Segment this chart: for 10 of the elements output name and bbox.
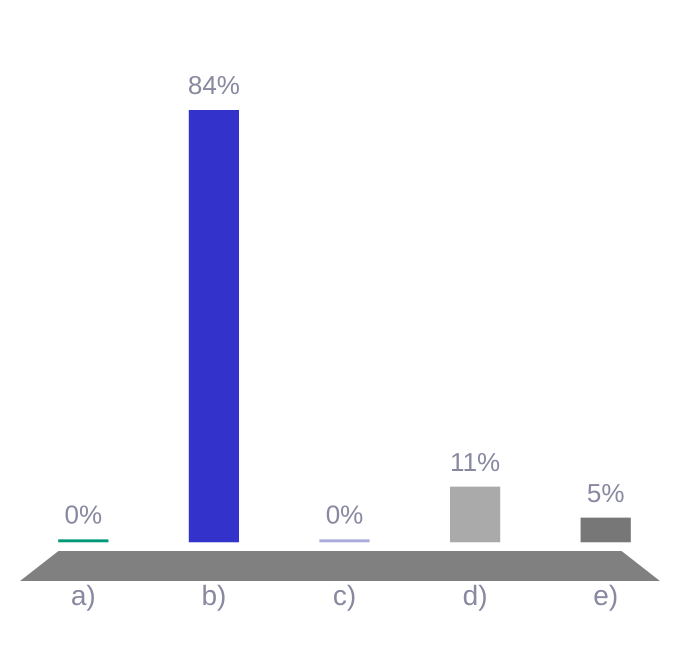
x-tick-label: e) <box>593 580 618 611</box>
data-label: 0% <box>326 500 364 530</box>
x-tick-label: a) <box>70 580 96 611</box>
data-label: 0% <box>64 500 102 530</box>
x-tick-label: b) <box>201 580 226 611</box>
data-label: 84% <box>188 70 240 100</box>
x-tick-label: c) <box>332 580 356 611</box>
data-label: 5% <box>586 478 624 508</box>
data-label: 11% <box>450 446 500 477</box>
x-tick-label: d) <box>462 580 488 611</box>
